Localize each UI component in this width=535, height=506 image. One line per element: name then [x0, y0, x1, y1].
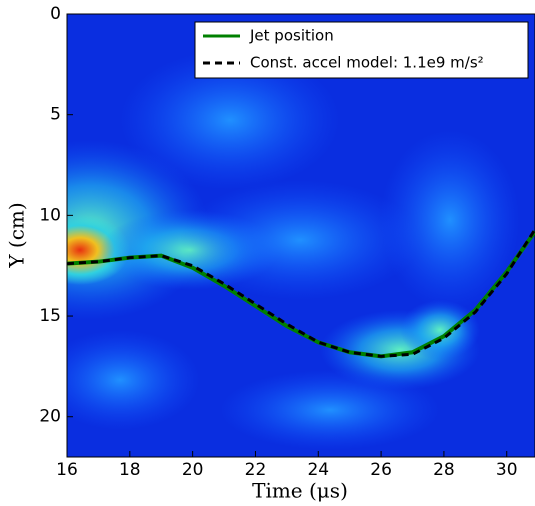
heatmap	[67, 14, 535, 457]
x-tick-label: 18	[119, 460, 141, 480]
y-tick-label: 0	[50, 4, 61, 24]
heat-blob	[400, 300, 480, 360]
y-tick-label: 15	[39, 306, 61, 326]
x-axis-label: Time (μs)	[252, 479, 348, 503]
legend	[194, 21, 529, 79]
y-tick-label: 5	[50, 105, 61, 125]
x-tick-label: 20	[182, 460, 204, 480]
x-tick-label: 22	[245, 460, 267, 480]
heat-blob	[380, 130, 520, 310]
y-tick-label: 10	[39, 205, 61, 225]
x-tick-label: 28	[433, 460, 455, 480]
legend-label: Const. accel model: 1.1e9 m/s²	[250, 54, 484, 72]
x-tick-label: 24	[307, 460, 329, 480]
series-line	[67, 228, 535, 358]
x-tick-label: 16	[56, 460, 78, 480]
y-tick-label: 20	[39, 407, 61, 427]
heat-blob	[67, 330, 200, 430]
heat-blob	[180, 180, 420, 300]
x-tick-label: 30	[496, 460, 518, 480]
heat-blob	[220, 370, 440, 450]
x-tick-label: 26	[370, 460, 392, 480]
heat-blob	[120, 50, 340, 190]
plot-frame	[66, 13, 535, 458]
y-axis-label: Y (cm)	[5, 202, 29, 268]
legend-label: Jet position	[249, 27, 334, 45]
